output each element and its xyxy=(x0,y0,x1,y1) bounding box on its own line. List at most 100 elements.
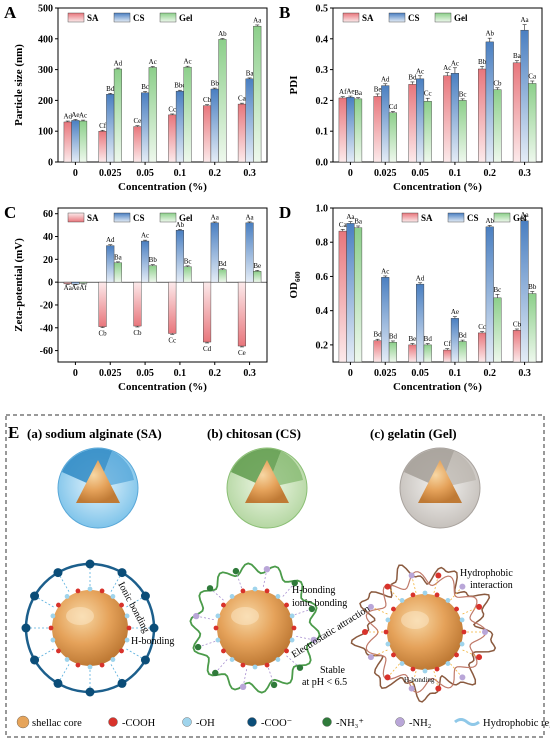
coo-group xyxy=(30,655,40,665)
bar-sa xyxy=(443,349,452,363)
bar-sa xyxy=(203,105,212,163)
bar-gel xyxy=(354,98,363,163)
bar-gel xyxy=(253,271,262,283)
x-tick-label: 0.1 xyxy=(449,368,462,379)
y-tick-label: -20 xyxy=(40,300,53,311)
y-axis-label: OD600 xyxy=(288,271,302,299)
bar-sa xyxy=(478,332,487,363)
bar-sa xyxy=(98,130,107,163)
legend-marker xyxy=(322,717,332,727)
bar-gel xyxy=(79,120,88,163)
significance-label: Cc xyxy=(478,323,486,331)
y-tick-label: 0.3 xyxy=(316,65,329,76)
panel-label-a: A xyxy=(4,3,17,22)
coo-group xyxy=(30,591,40,601)
y-tick-label: 500 xyxy=(38,4,53,15)
x-tick-label: 0.3 xyxy=(243,168,256,179)
legend-swatch-sa xyxy=(401,212,419,223)
y-tick-label: 0.6 xyxy=(316,272,329,283)
x-tick-label: 0.2 xyxy=(484,368,497,379)
bar-cs xyxy=(210,222,219,283)
y-tick-label: 60 xyxy=(43,209,53,220)
bar-sa xyxy=(408,84,417,163)
x-axis-label: Concentration (%) xyxy=(393,381,482,393)
y-tick-label: 0.8 xyxy=(316,238,329,249)
legend-swatch-cs xyxy=(447,212,465,223)
significance-label: Ac xyxy=(141,232,149,240)
significance-label: Bc xyxy=(494,286,502,294)
legend-text: shellac core xyxy=(32,718,82,729)
bar-gel xyxy=(423,344,432,363)
x-tick-label: 0.3 xyxy=(243,368,256,379)
significance-label: Ad xyxy=(114,60,123,68)
significance-label: Bb xyxy=(478,58,487,66)
bar-cs xyxy=(485,226,494,363)
significance-label: Cf xyxy=(444,340,452,348)
bar-sa xyxy=(512,62,521,163)
significance-label: Cb xyxy=(203,96,212,104)
coo-group xyxy=(85,687,95,697)
legend-label-gel: Gel xyxy=(513,213,527,223)
bar-gel xyxy=(113,262,122,283)
bar-cs xyxy=(245,222,254,283)
bar-cs xyxy=(520,220,529,363)
bar-cs xyxy=(520,29,529,163)
bar-cs xyxy=(106,94,115,163)
coo-group xyxy=(149,623,159,633)
significance-label: Ac xyxy=(183,58,191,66)
significance-label: Cb xyxy=(493,79,502,87)
significance-label: Ae xyxy=(346,88,354,96)
bar-gel xyxy=(354,227,363,363)
legend-swatch-gel xyxy=(159,12,177,23)
sa-interaction-model xyxy=(21,559,159,697)
significance-label: Bd xyxy=(408,73,417,81)
significance-label: Ce xyxy=(134,117,142,125)
bar-cs xyxy=(346,97,355,163)
hydrophobic-region-swatch xyxy=(454,718,480,726)
bar-cs xyxy=(141,92,150,163)
y-axis-label: Zeta-potential (mV) xyxy=(13,238,25,332)
legend-swatch-gel xyxy=(434,12,452,23)
bar-cs xyxy=(416,283,425,363)
x-tick-label: 0 xyxy=(73,368,78,379)
significance-label: Bc xyxy=(141,83,149,91)
bar-sa xyxy=(63,121,72,163)
x-axis-label: Concentration (%) xyxy=(393,181,482,193)
x-axis-label: Concentration (%) xyxy=(118,181,207,193)
significance-label: Ac xyxy=(443,64,451,72)
bar-gel xyxy=(528,293,537,363)
significance-label: Ab xyxy=(485,217,494,225)
significance-label: Ce xyxy=(238,349,246,357)
x-tick-label: 0.3 xyxy=(518,168,531,179)
y-tick-label: 0 xyxy=(48,278,53,289)
plot-frame xyxy=(332,7,543,163)
y-tick-label: 0 xyxy=(48,158,53,169)
panel-label-c: C xyxy=(4,203,16,222)
significance-label: Ad xyxy=(381,75,390,83)
significance-label: Be xyxy=(409,335,417,343)
y-tick-label: 20 xyxy=(43,255,53,266)
bar-cs xyxy=(106,245,115,283)
x-axis-label: Concentration (%) xyxy=(118,381,207,393)
panel-label-b: B xyxy=(279,3,290,22)
bar-sa xyxy=(168,114,177,163)
y-tick-label: 40 xyxy=(43,232,53,243)
legend-marker xyxy=(247,717,257,727)
legend-swatch-gel xyxy=(159,212,177,223)
legend-label-cs: CS xyxy=(467,213,479,223)
significance-label: Ad xyxy=(106,236,115,244)
significance-label: Cb xyxy=(513,320,522,328)
significance-label: Cb xyxy=(99,330,108,338)
significance-label: Bd xyxy=(389,332,398,340)
y-tick-label: 0.0 xyxy=(316,158,329,169)
y-tick-label: 0.2 xyxy=(316,340,329,351)
significance-label: Aa xyxy=(520,16,529,24)
legend-marker xyxy=(182,717,192,727)
bar-sa xyxy=(237,103,246,163)
bar-sa xyxy=(338,230,347,363)
legend-marker xyxy=(395,717,405,727)
cs-h-bonding-label: H-bonding xyxy=(292,585,335,596)
bar-sa xyxy=(373,340,382,363)
